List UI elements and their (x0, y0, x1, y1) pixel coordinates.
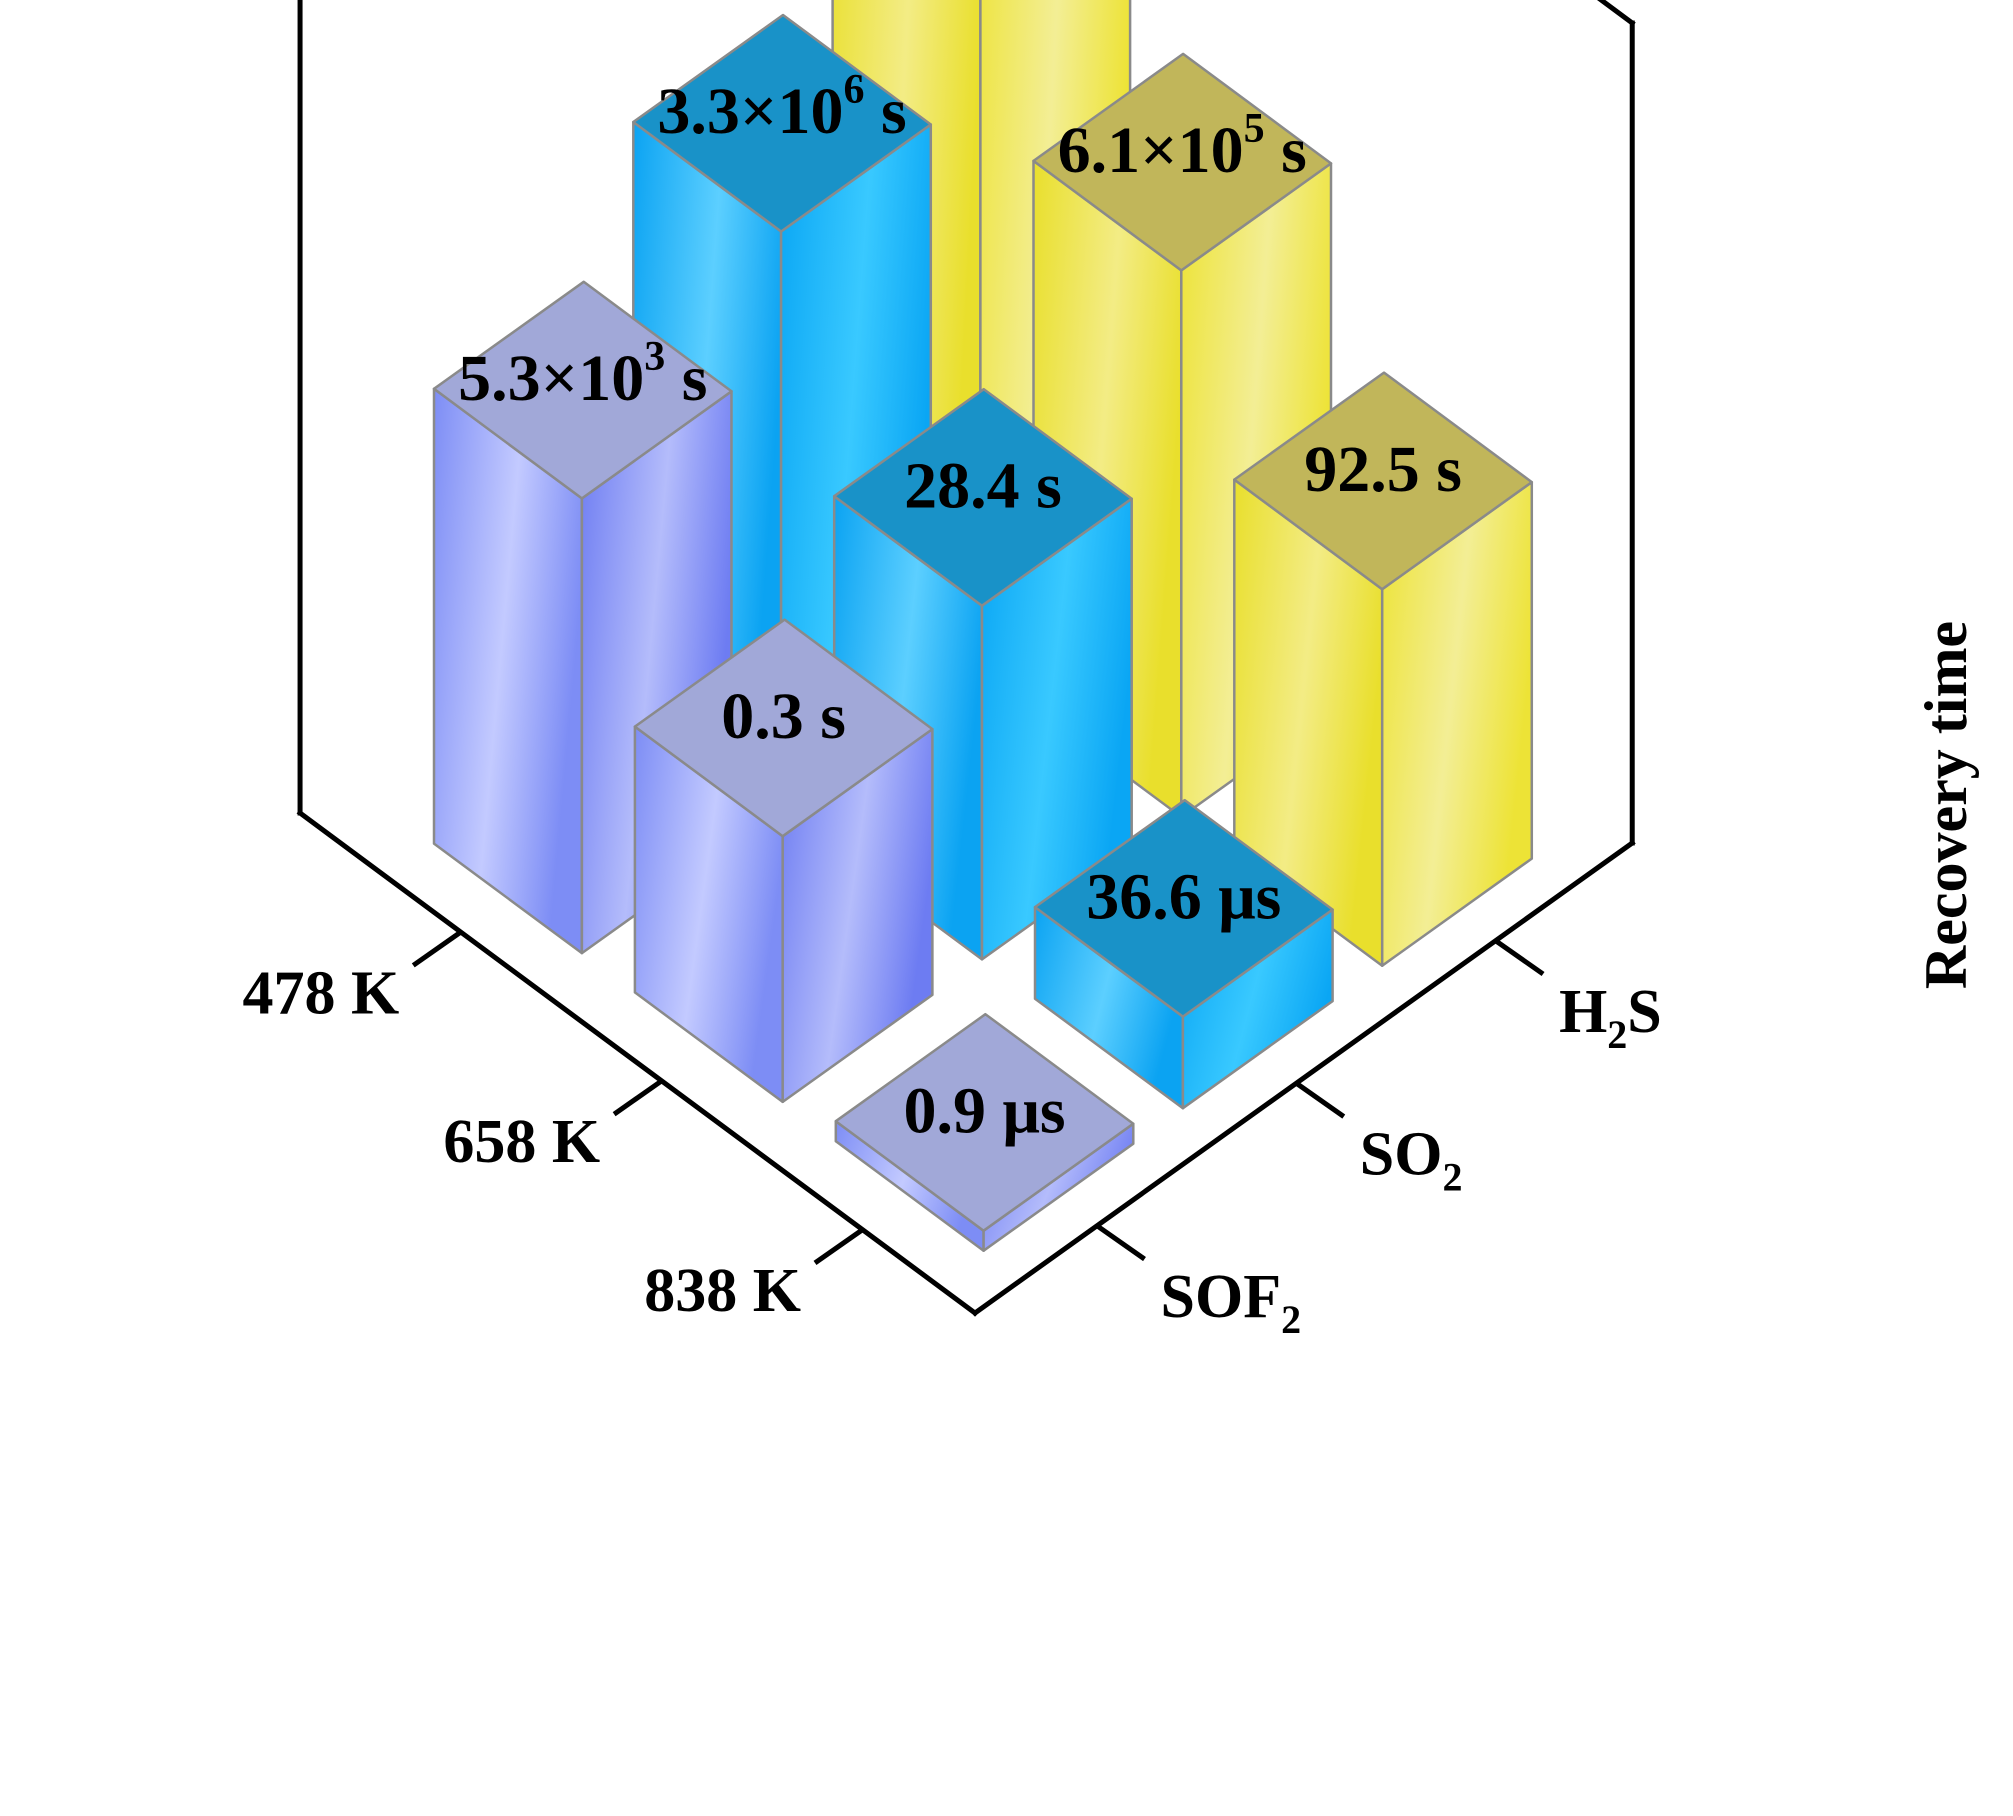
temperature-tick-label: 478 K (243, 959, 400, 1027)
gas-tick (1294, 1081, 1346, 1119)
gas-tick (1494, 938, 1545, 977)
bar-top-face (832, 387, 1133, 607)
bar-H2S-838K (1233, 371, 1534, 967)
temperature-tick (813, 1227, 864, 1266)
gas-tick-label: H2S (1559, 978, 1662, 1057)
bar-SOF2-838K (834, 1012, 1135, 1252)
temperature-tick-label: 838 K (644, 1257, 801, 1325)
gas-tick (1095, 1223, 1146, 1262)
temperature-tick (411, 930, 463, 968)
bar-value-label: 6.1×105 s (1058, 106, 1307, 187)
bar-value-label: 28.4 s (904, 449, 1062, 522)
bar-top-face (1233, 371, 1534, 591)
bar-top-face (1032, 52, 1333, 272)
bar-value-label: 5.3×103 s (458, 334, 707, 415)
temperature-tick (612, 1078, 664, 1117)
temperature-tick-label: 658 K (443, 1108, 600, 1176)
bar-top-face (834, 1012, 1135, 1232)
bar-top-face (632, 13, 933, 233)
bar-value-label: 3.3×106 s (657, 67, 906, 148)
bar-top-face (1033, 798, 1334, 1018)
gas-axis-line (971, 839, 1636, 1317)
bar-value-label: 36.6 μs (1086, 860, 1281, 933)
bar-top-face (432, 280, 733, 500)
bar-top-face (633, 618, 934, 838)
bar-SOF2-658K (633, 618, 934, 1104)
bar-value-label: 92.5 s (1304, 433, 1462, 506)
gas-tick-label: SOF2 (1161, 1263, 1302, 1342)
bar-value-label: 0.9 μs (903, 1074, 1065, 1147)
gas-tick-label: SO2 (1360, 1121, 1463, 1200)
bars-group (432, 0, 1534, 1252)
bar-SO2-838K (1033, 798, 1334, 1110)
z-axis-label: Recovery time (1913, 621, 1979, 989)
bar-value-label: 0.3 s (721, 680, 846, 753)
